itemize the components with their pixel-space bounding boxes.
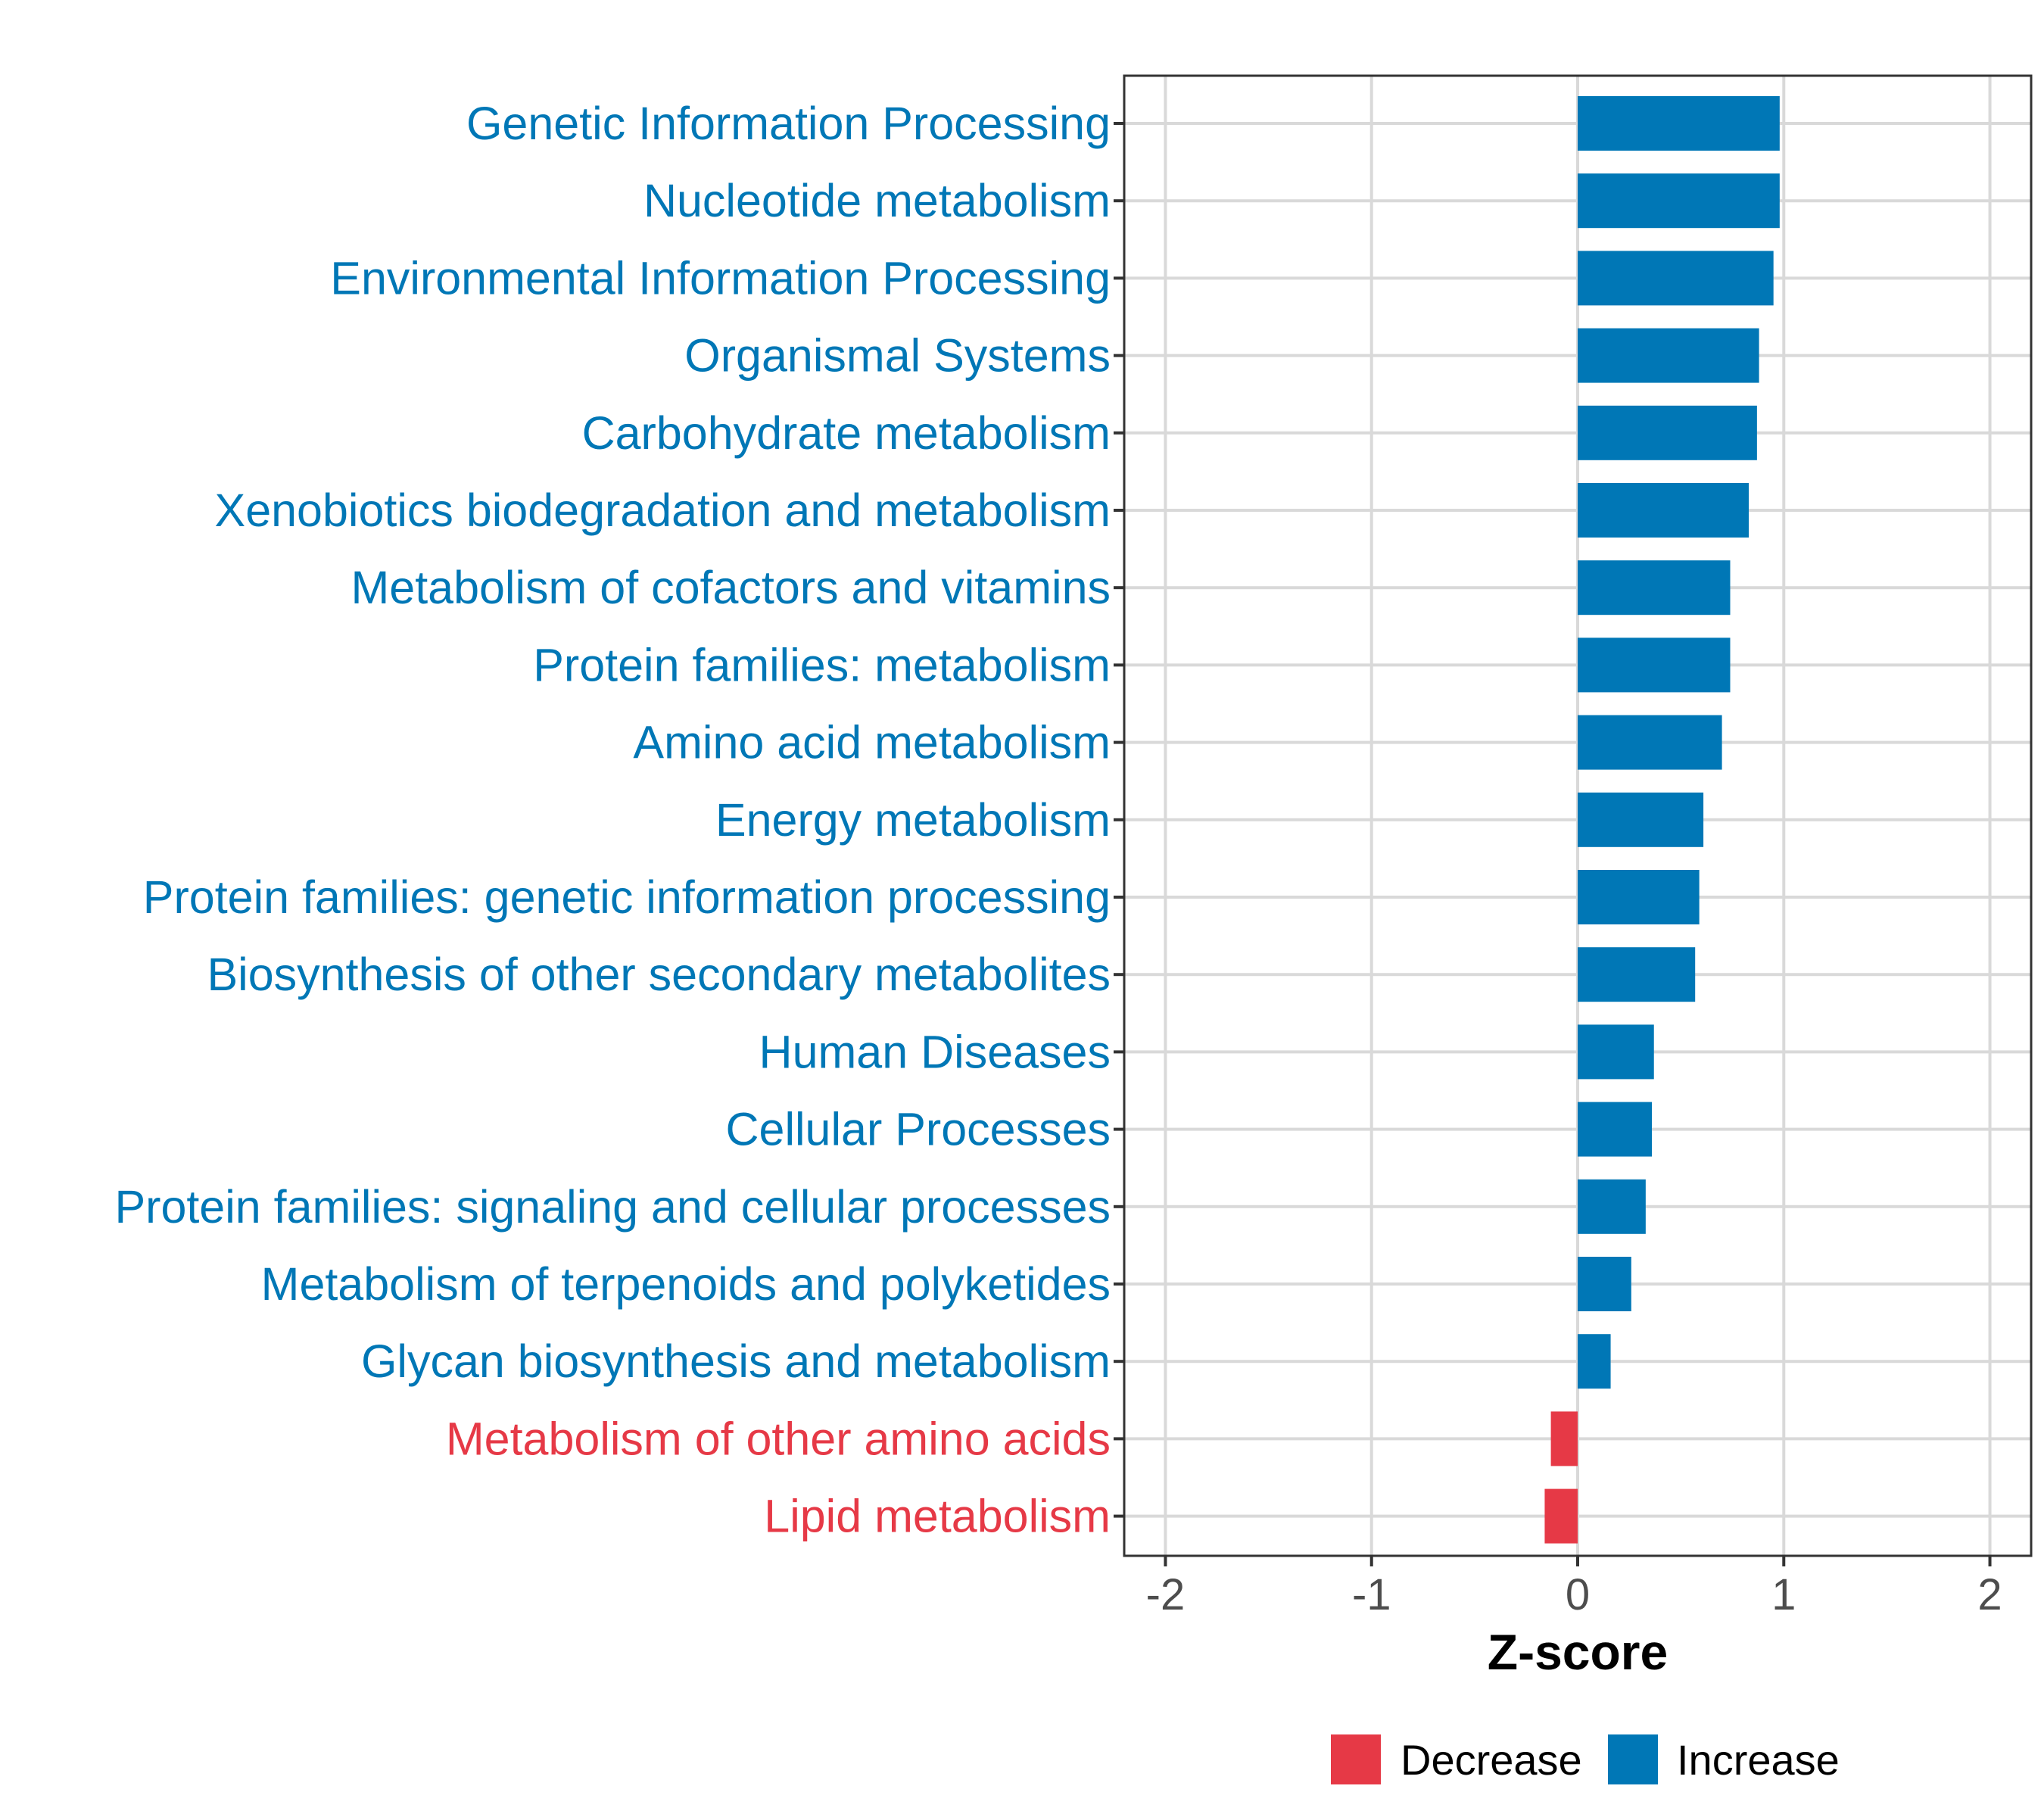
x-axis-tick-labels: -2 -1 0 1 2 <box>1146 1570 2002 1619</box>
bar <box>1578 96 1780 151</box>
category-label: Metabolism of terpenoids and polyketides <box>261 1258 1111 1310</box>
bar <box>1578 483 1749 538</box>
bar <box>1578 1257 1631 1311</box>
category-label: Protein families: metabolism <box>533 639 1111 690</box>
category-label: Amino acid metabolism <box>633 717 1111 768</box>
bar <box>1578 560 1731 616</box>
category-label: Energy metabolism <box>715 794 1111 846</box>
bar <box>1544 1488 1578 1544</box>
category-label: Nucleotide metabolism <box>643 175 1111 226</box>
x-tick-label: 1 <box>1771 1570 1796 1619</box>
x-tick-label: 0 <box>1566 1570 1590 1619</box>
category-label: Metabolism of cofactors and vitamins <box>351 562 1111 613</box>
category-label: Xenobiotics biodegradation and metabolis… <box>215 485 1111 536</box>
bar <box>1578 637 1731 693</box>
bar <box>1578 405 1757 460</box>
category-label: Metabolism of other amino acids <box>446 1413 1111 1464</box>
legend-label-increase: Increase <box>1677 1736 1840 1784</box>
category-label: Protein families: genetic information pr… <box>143 871 1111 923</box>
category-label: Lipid metabolism <box>764 1491 1111 1542</box>
bar <box>1578 1024 1654 1080</box>
bar <box>1578 792 1704 847</box>
x-tick-label: -2 <box>1146 1570 1186 1619</box>
x-axis-title: Z-score <box>1488 1624 1668 1680</box>
bar <box>1578 328 1759 383</box>
legend-swatch-increase <box>1608 1734 1658 1784</box>
bars <box>1544 96 1780 1544</box>
x-tick-label: -1 <box>1352 1570 1391 1619</box>
y-axis-ticks <box>1114 122 1124 1518</box>
bar <box>1578 1102 1653 1157</box>
bar <box>1578 870 1700 924</box>
category-label: Human Diseases <box>759 1026 1111 1077</box>
legend-swatch-decrease <box>1331 1734 1381 1784</box>
bar <box>1578 715 1722 770</box>
category-label: Genetic Information Processing <box>466 98 1111 149</box>
category-label: Glycan biosynthesis and metabolism <box>361 1335 1111 1387</box>
legend-label-decrease: Decrease <box>1401 1736 1582 1784</box>
bar <box>1578 173 1780 229</box>
x-axis-ticks <box>1164 1556 1992 1566</box>
category-label: Biosynthesis of other secondary metaboli… <box>207 949 1111 1000</box>
bar <box>1578 947 1696 1002</box>
x-tick-label: 2 <box>1977 1570 2002 1619</box>
bar <box>1550 1411 1578 1466</box>
category-label: Protein families: signaling and cellular… <box>114 1181 1111 1233</box>
bar <box>1578 1179 1646 1234</box>
bar <box>1578 1334 1611 1389</box>
legend: Decrease Increase <box>1331 1734 1840 1784</box>
category-label: Cellular Processes <box>725 1104 1111 1155</box>
category-label: Organismal Systems <box>684 330 1111 382</box>
bar <box>1578 251 1774 306</box>
category-label: Environmental Information Processing <box>330 252 1111 304</box>
category-label: Carbohydrate metabolism <box>582 407 1111 459</box>
y-axis-labels: Genetic Information Processing Nucleotide… <box>114 98 1111 1542</box>
